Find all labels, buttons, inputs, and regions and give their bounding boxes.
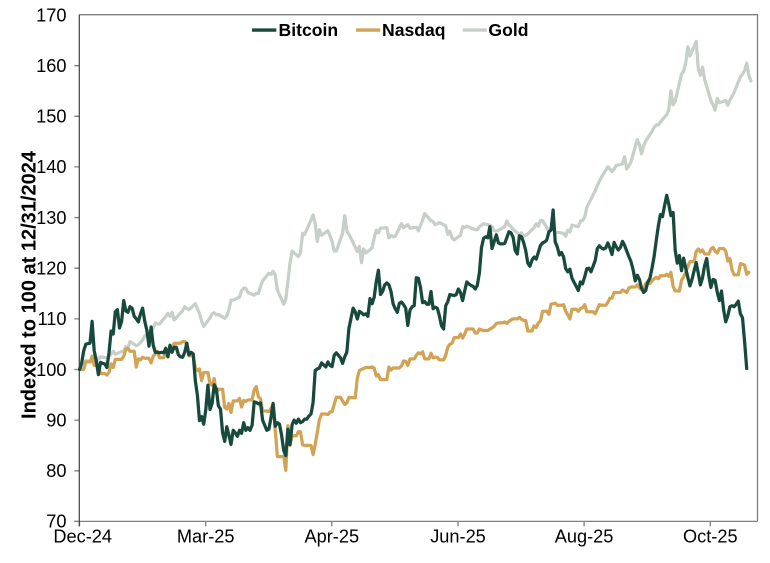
svg-text:80: 80 [46,461,66,481]
svg-text:Dec-24: Dec-24 [53,527,112,547]
svg-text:Aug-25: Aug-25 [555,527,614,547]
svg-text:Bitcoin: Bitcoin [279,20,339,40]
svg-text:120: 120 [36,259,66,279]
svg-text:Nasdaq: Nasdaq [382,20,446,40]
svg-text:130: 130 [36,208,66,228]
svg-text:170: 170 [36,5,66,25]
svg-text:Jun-25: Jun-25 [430,527,486,547]
svg-text:110: 110 [38,309,67,329]
svg-text:140: 140 [36,157,66,177]
svg-text:Gold: Gold [488,20,528,40]
svg-text:150: 150 [36,107,66,127]
svg-text:Mar-25: Mar-25 [177,527,235,547]
svg-text:100: 100 [36,360,66,380]
svg-text:160: 160 [36,56,66,76]
svg-text:90: 90 [46,410,66,430]
svg-text:70: 70 [46,512,66,532]
svg-text:Indexed to 100 at 12/31/2024: Indexed to 100 at 12/31/2024 [19,150,41,419]
svg-text:Oct-25: Oct-25 [683,527,738,547]
svg-text:Apr-25: Apr-25 [305,527,360,547]
